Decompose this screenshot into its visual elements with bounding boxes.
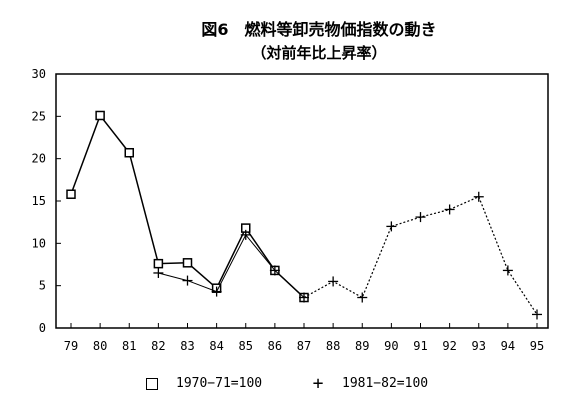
legend-label-series1: 1970−71=100 <box>176 376 263 391</box>
x-tick-label: 87 <box>297 339 311 353</box>
y-tick-label: 30 <box>32 67 46 81</box>
series-line-1970 <box>70 113 305 299</box>
x-tick-label: 90 <box>384 339 398 353</box>
chart-title: 図6 燃料等卸売物価指数の動き <box>201 20 437 39</box>
data-point-1970 <box>153 258 164 269</box>
data-point-1970 <box>95 110 105 121</box>
legend-label-series2: 1981−82=100 <box>342 376 429 391</box>
series-line-1981-solid <box>158 233 305 298</box>
x-tick-label: 84 <box>209 339 223 353</box>
y-tick-label: 25 <box>32 109 46 123</box>
y-tick-label: 0 <box>39 321 46 335</box>
x-tick-label: 94 <box>501 339 515 353</box>
x-tick-label: 82 <box>151 339 165 353</box>
square-marker-icon <box>146 377 158 390</box>
plus-marker-icon: + <box>312 372 324 394</box>
x-tick-label: 89 <box>355 339 369 353</box>
x-tick-label: 88 <box>326 339 340 353</box>
x-tick-label: 83 <box>180 339 194 353</box>
legend-item-series1: 1970−71=100 <box>146 376 262 391</box>
x-tick-label: 92 <box>442 339 456 353</box>
chart-subtitle: （対前年比上昇率） <box>251 44 387 62</box>
legend-item-series2: + 1981−82=100 <box>312 372 429 394</box>
plot-frame <box>55 73 549 329</box>
x-tick-label: 86 <box>268 339 282 353</box>
legend: 1970−71=100 + 1981−82=100 <box>0 372 582 398</box>
x-tick-label: 81 <box>122 339 136 353</box>
x-tick-label: 80 <box>93 339 107 353</box>
y-tick-label: 15 <box>32 194 46 208</box>
data-point-1970 <box>124 147 134 158</box>
x-tick-label: 85 <box>239 339 253 353</box>
data-point-1970 <box>66 189 76 199</box>
x-tick-label: 93 <box>472 339 486 353</box>
data-point-1970 <box>182 258 193 268</box>
y-tick-label: 20 <box>32 152 46 166</box>
x-tick-label: 79 <box>64 339 78 353</box>
y-tick-label: 5 <box>39 279 46 293</box>
y-tick-label: 10 <box>32 236 46 250</box>
x-tick-label: 95 <box>530 339 544 353</box>
x-tick-label: 91 <box>413 339 427 353</box>
